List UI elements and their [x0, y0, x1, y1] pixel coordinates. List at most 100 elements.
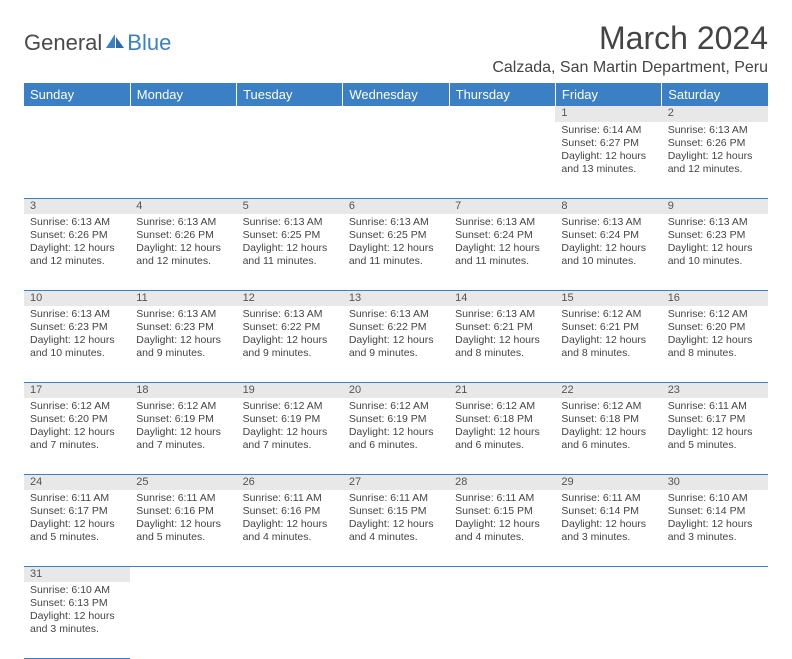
- day-dl2: and 12 minutes.: [136, 255, 230, 268]
- content-row: Sunrise: 6:13 AMSunset: 6:26 PMDaylight:…: [24, 214, 768, 290]
- day-number-cell: 11: [130, 290, 236, 306]
- day-dl1: Daylight: 12 hours: [455, 426, 549, 439]
- day-content-cell: Sunrise: 6:13 AMSunset: 6:24 PMDaylight:…: [555, 214, 661, 290]
- day-content-cell: Sunrise: 6:13 AMSunset: 6:22 PMDaylight:…: [343, 306, 449, 382]
- day-content-cell: [449, 122, 555, 198]
- day-sr: Sunrise: 6:12 AM: [136, 400, 230, 413]
- day-content-cell: [555, 582, 661, 658]
- day-content-cell: Sunrise: 6:13 AMSunset: 6:24 PMDaylight:…: [449, 214, 555, 290]
- day-dl2: and 6 minutes.: [561, 439, 655, 452]
- day-dl2: and 4 minutes.: [349, 531, 443, 544]
- day-dl2: and 4 minutes.: [243, 531, 337, 544]
- day-number-cell: 16: [662, 290, 768, 306]
- day-dl1: Daylight: 12 hours: [30, 518, 124, 531]
- day-content-cell: Sunrise: 6:11 AMSunset: 6:17 PMDaylight:…: [662, 398, 768, 474]
- day-sr: Sunrise: 6:11 AM: [668, 400, 762, 413]
- day-dl1: Daylight: 12 hours: [349, 426, 443, 439]
- day-content-cell: Sunrise: 6:11 AMSunset: 6:15 PMDaylight:…: [343, 490, 449, 566]
- day-dl1: Daylight: 12 hours: [349, 518, 443, 531]
- day-number-cell: 26: [237, 474, 343, 490]
- day-ss: Sunset: 6:14 PM: [668, 505, 762, 518]
- day-number-cell: 6: [343, 198, 449, 214]
- day-content-cell: [24, 122, 130, 198]
- day-dl1: Daylight: 12 hours: [30, 610, 124, 623]
- day-content-cell: Sunrise: 6:13 AMSunset: 6:23 PMDaylight:…: [662, 214, 768, 290]
- day-number-cell: 5: [237, 198, 343, 214]
- day-number-cell: 24: [24, 474, 130, 490]
- day-number-cell: [449, 566, 555, 582]
- day-content-cell: Sunrise: 6:11 AMSunset: 6:14 PMDaylight:…: [555, 490, 661, 566]
- day-ss: Sunset: 6:23 PM: [136, 321, 230, 334]
- day-content-cell: Sunrise: 6:12 AMSunset: 6:20 PMDaylight:…: [24, 398, 130, 474]
- day-dl2: and 8 minutes.: [668, 347, 762, 360]
- day-sr: Sunrise: 6:13 AM: [136, 216, 230, 229]
- day-content-cell: Sunrise: 6:13 AMSunset: 6:26 PMDaylight:…: [662, 122, 768, 198]
- day-dl2: and 11 minutes.: [349, 255, 443, 268]
- day-dl1: Daylight: 12 hours: [349, 242, 443, 255]
- day-ss: Sunset: 6:23 PM: [30, 321, 124, 334]
- day-sr: Sunrise: 6:12 AM: [30, 400, 124, 413]
- weekday-header: Wednesday: [343, 83, 449, 106]
- day-sr: Sunrise: 6:13 AM: [455, 308, 549, 321]
- day-ss: Sunset: 6:15 PM: [349, 505, 443, 518]
- day-content-cell: Sunrise: 6:10 AMSunset: 6:14 PMDaylight:…: [662, 490, 768, 566]
- day-number-cell: [343, 106, 449, 122]
- day-sr: Sunrise: 6:13 AM: [455, 216, 549, 229]
- day-dl1: Daylight: 12 hours: [455, 518, 549, 531]
- day-number-cell: 7: [449, 198, 555, 214]
- day-ss: Sunset: 6:22 PM: [243, 321, 337, 334]
- weekday-header: Tuesday: [237, 83, 343, 106]
- day-dl1: Daylight: 12 hours: [561, 518, 655, 531]
- day-number-cell: 9: [662, 198, 768, 214]
- day-dl1: Daylight: 12 hours: [30, 334, 124, 347]
- day-number-cell: 21: [449, 382, 555, 398]
- day-number-cell: 25: [130, 474, 236, 490]
- day-content-cell: [343, 582, 449, 658]
- day-ss: Sunset: 6:22 PM: [349, 321, 443, 334]
- day-content-cell: Sunrise: 6:13 AMSunset: 6:23 PMDaylight:…: [24, 306, 130, 382]
- day-dl1: Daylight: 12 hours: [243, 518, 337, 531]
- day-number-cell: 2: [662, 106, 768, 122]
- daynum-row: 3456789: [24, 198, 768, 214]
- day-dl1: Daylight: 12 hours: [243, 334, 337, 347]
- day-dl1: Daylight: 12 hours: [668, 426, 762, 439]
- day-number-cell: 18: [130, 382, 236, 398]
- day-sr: Sunrise: 6:12 AM: [561, 308, 655, 321]
- day-sr: Sunrise: 6:13 AM: [136, 308, 230, 321]
- content-row: Sunrise: 6:11 AMSunset: 6:17 PMDaylight:…: [24, 490, 768, 566]
- day-ss: Sunset: 6:20 PM: [30, 413, 124, 426]
- day-content-cell: Sunrise: 6:12 AMSunset: 6:21 PMDaylight:…: [555, 306, 661, 382]
- day-content-cell: [343, 122, 449, 198]
- day-dl1: Daylight: 12 hours: [561, 334, 655, 347]
- day-sr: Sunrise: 6:13 AM: [30, 216, 124, 229]
- day-dl1: Daylight: 12 hours: [30, 426, 124, 439]
- day-ss: Sunset: 6:24 PM: [561, 229, 655, 242]
- day-content-cell: [237, 582, 343, 658]
- day-ss: Sunset: 6:18 PM: [561, 413, 655, 426]
- day-ss: Sunset: 6:19 PM: [136, 413, 230, 426]
- day-number-cell: [130, 106, 236, 122]
- header: General Blue March 2024 Calzada, San Mar…: [24, 20, 768, 77]
- day-content-cell: Sunrise: 6:13 AMSunset: 6:23 PMDaylight:…: [130, 306, 236, 382]
- day-dl1: Daylight: 12 hours: [561, 150, 655, 163]
- day-ss: Sunset: 6:14 PM: [561, 505, 655, 518]
- day-content-cell: Sunrise: 6:13 AMSunset: 6:26 PMDaylight:…: [24, 214, 130, 290]
- day-sr: Sunrise: 6:10 AM: [30, 584, 124, 597]
- day-content-cell: Sunrise: 6:14 AMSunset: 6:27 PMDaylight:…: [555, 122, 661, 198]
- day-number-cell: [24, 106, 130, 122]
- logo-text-blue: Blue: [127, 30, 171, 56]
- day-dl2: and 12 minutes.: [668, 163, 762, 176]
- title-block: March 2024 Calzada, San Martin Departmen…: [492, 20, 768, 77]
- day-ss: Sunset: 6:26 PM: [668, 137, 762, 150]
- day-number-cell: [237, 106, 343, 122]
- day-sr: Sunrise: 6:12 AM: [243, 400, 337, 413]
- day-number-cell: 17: [24, 382, 130, 398]
- day-sr: Sunrise: 6:13 AM: [668, 216, 762, 229]
- daynum-row: 12: [24, 106, 768, 122]
- day-number-cell: 31: [24, 566, 130, 582]
- day-sr: Sunrise: 6:12 AM: [349, 400, 443, 413]
- logo: General Blue: [24, 30, 171, 56]
- day-sr: Sunrise: 6:12 AM: [561, 400, 655, 413]
- day-number-cell: 20: [343, 382, 449, 398]
- weekday-header: Thursday: [449, 83, 555, 106]
